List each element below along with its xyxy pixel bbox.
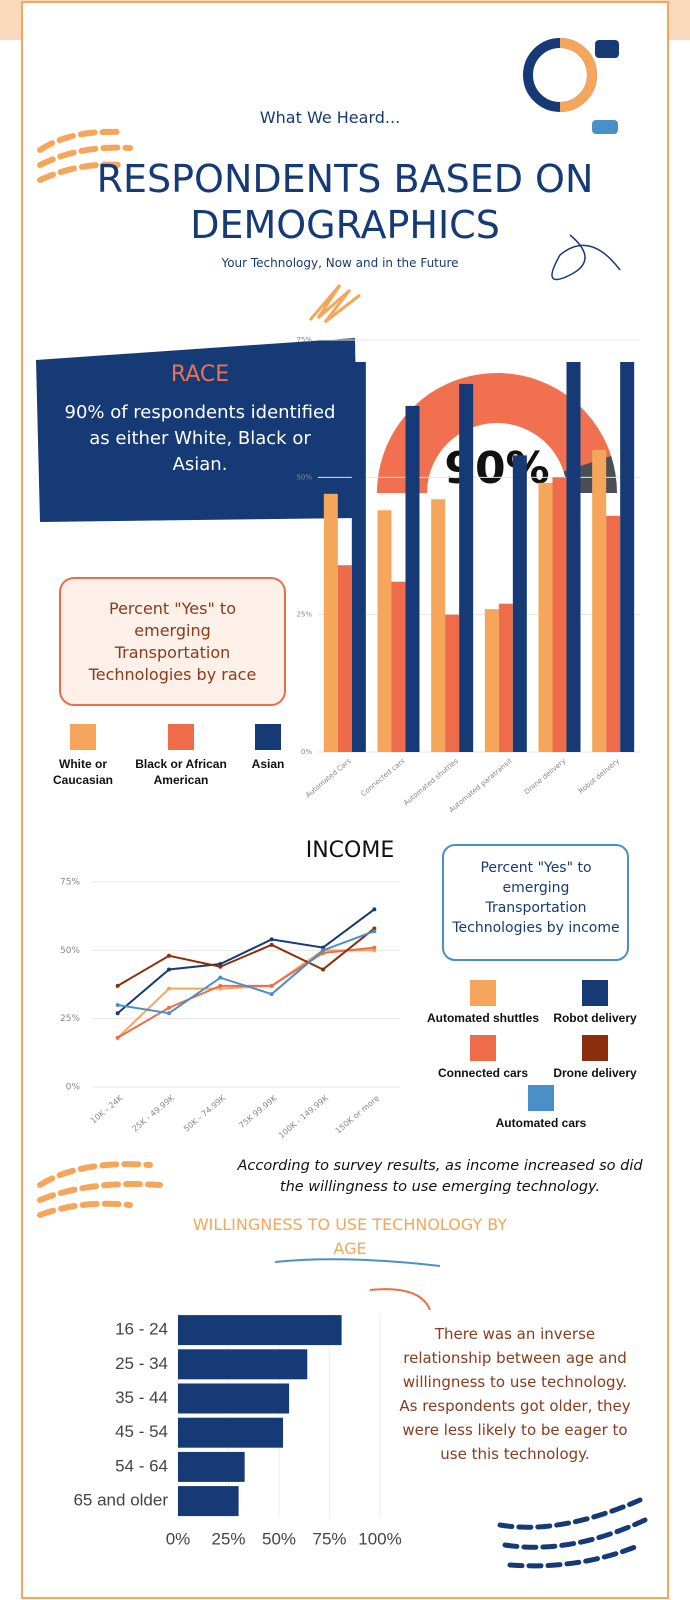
bar <box>338 565 352 752</box>
point <box>270 984 274 988</box>
legend-swatch <box>470 980 496 1006</box>
bar <box>406 406 420 752</box>
y-tick-label: 25 - 34 <box>115 1354 168 1373</box>
bar <box>567 362 581 752</box>
point <box>116 1003 120 1007</box>
bar <box>178 1384 289 1414</box>
legend-swatch <box>528 1085 554 1111</box>
y-tick-label: 54 - 64 <box>115 1456 168 1475</box>
bar <box>178 1315 342 1345</box>
kicker: What We Heard... <box>180 108 480 127</box>
age-title: WILLINGNESS TO USE TECHNOLOGY BY AGE <box>180 1213 520 1261</box>
bar <box>499 604 513 752</box>
y-tick-label: 75% <box>296 336 312 344</box>
point <box>218 976 222 980</box>
point <box>167 1006 171 1010</box>
x-tick-label: 75% <box>312 1529 346 1548</box>
x-tick-label: 0% <box>166 1529 191 1548</box>
legend-swatch <box>70 724 96 750</box>
legend-swatch <box>582 980 608 1006</box>
race-text: 90% of respondents identified as either … <box>60 400 340 478</box>
point <box>116 1011 120 1015</box>
point <box>116 1036 120 1040</box>
bar <box>620 362 634 752</box>
point <box>270 992 274 996</box>
y-tick-label: 0% <box>301 748 312 756</box>
point <box>167 967 171 971</box>
legend-swatch <box>582 1035 608 1061</box>
legend-swatch <box>255 724 281 750</box>
bar <box>178 1486 239 1516</box>
point <box>321 967 325 971</box>
bar <box>592 450 606 752</box>
y-tick-label: 65 and older <box>73 1491 168 1510</box>
income-chart-title: Percent "Yes" to emerging Transportation… <box>450 858 622 938</box>
y-tick-label: 25% <box>60 1014 80 1024</box>
point <box>372 907 376 911</box>
bar <box>178 1452 245 1482</box>
bar <box>178 1418 283 1448</box>
y-tick-label: 45 - 54 <box>115 1422 168 1441</box>
y-tick-label: 25% <box>296 611 312 619</box>
bar <box>445 615 459 752</box>
tagline: Your Technology, Now and in the Future <box>180 256 500 270</box>
point <box>372 929 376 933</box>
bar <box>513 455 527 752</box>
point <box>167 987 171 991</box>
legend-label: Robot delivery <box>535 1011 655 1025</box>
bar <box>324 494 338 752</box>
legend-label: Asian <box>218 756 318 772</box>
legend-label: Drone delivery <box>535 1066 655 1080</box>
race-heading: RACE <box>140 362 260 387</box>
legend-label: Automated shuttles <box>423 1011 543 1025</box>
y-tick-label: 75% <box>60 878 80 888</box>
page-title: RESPONDENTS BASED ON DEMOGRAPHICS <box>95 156 595 248</box>
point <box>167 954 171 958</box>
legend-swatch <box>168 724 194 750</box>
x-tick-label: 25% <box>211 1529 245 1548</box>
legend-label: Automated cars <box>481 1116 601 1130</box>
y-tick-label: 35 - 44 <box>115 1388 168 1407</box>
legend-label: White or Caucasian <box>33 756 133 788</box>
age-note: There was an inverse relationship betwee… <box>392 1322 638 1466</box>
y-tick-label: 0% <box>66 1083 81 1093</box>
legend-swatch <box>470 1035 496 1061</box>
point <box>270 943 274 947</box>
point <box>218 984 222 988</box>
y-tick-label: 16 - 24 <box>115 1320 168 1339</box>
point <box>218 965 222 969</box>
legend-label: Connected cars <box>423 1066 543 1080</box>
y-tick-label: 50% <box>60 946 80 956</box>
bar <box>539 483 553 752</box>
point <box>270 937 274 941</box>
bar <box>431 499 445 752</box>
x-tick-label: 50% <box>262 1529 296 1548</box>
point <box>116 984 120 988</box>
bar <box>485 609 499 752</box>
bar <box>378 510 392 752</box>
x-tick-label: 100% <box>358 1529 401 1548</box>
bar <box>392 582 406 752</box>
bar <box>553 477 567 752</box>
income-title: INCOME <box>250 838 450 863</box>
bar <box>606 516 620 752</box>
legend-label: Black or African American <box>131 756 231 788</box>
income-note: According to survey results, as income i… <box>235 1156 645 1198</box>
race-chart-title: Percent "Yes" to emerging Transportation… <box>80 598 265 686</box>
bar <box>178 1349 307 1379</box>
bar <box>352 362 366 752</box>
bar <box>459 384 473 752</box>
point <box>372 946 376 950</box>
point <box>167 1011 171 1015</box>
infographic: 90%0%25%50%75%Automated CarsConnected ca… <box>0 0 690 1600</box>
point <box>321 948 325 952</box>
